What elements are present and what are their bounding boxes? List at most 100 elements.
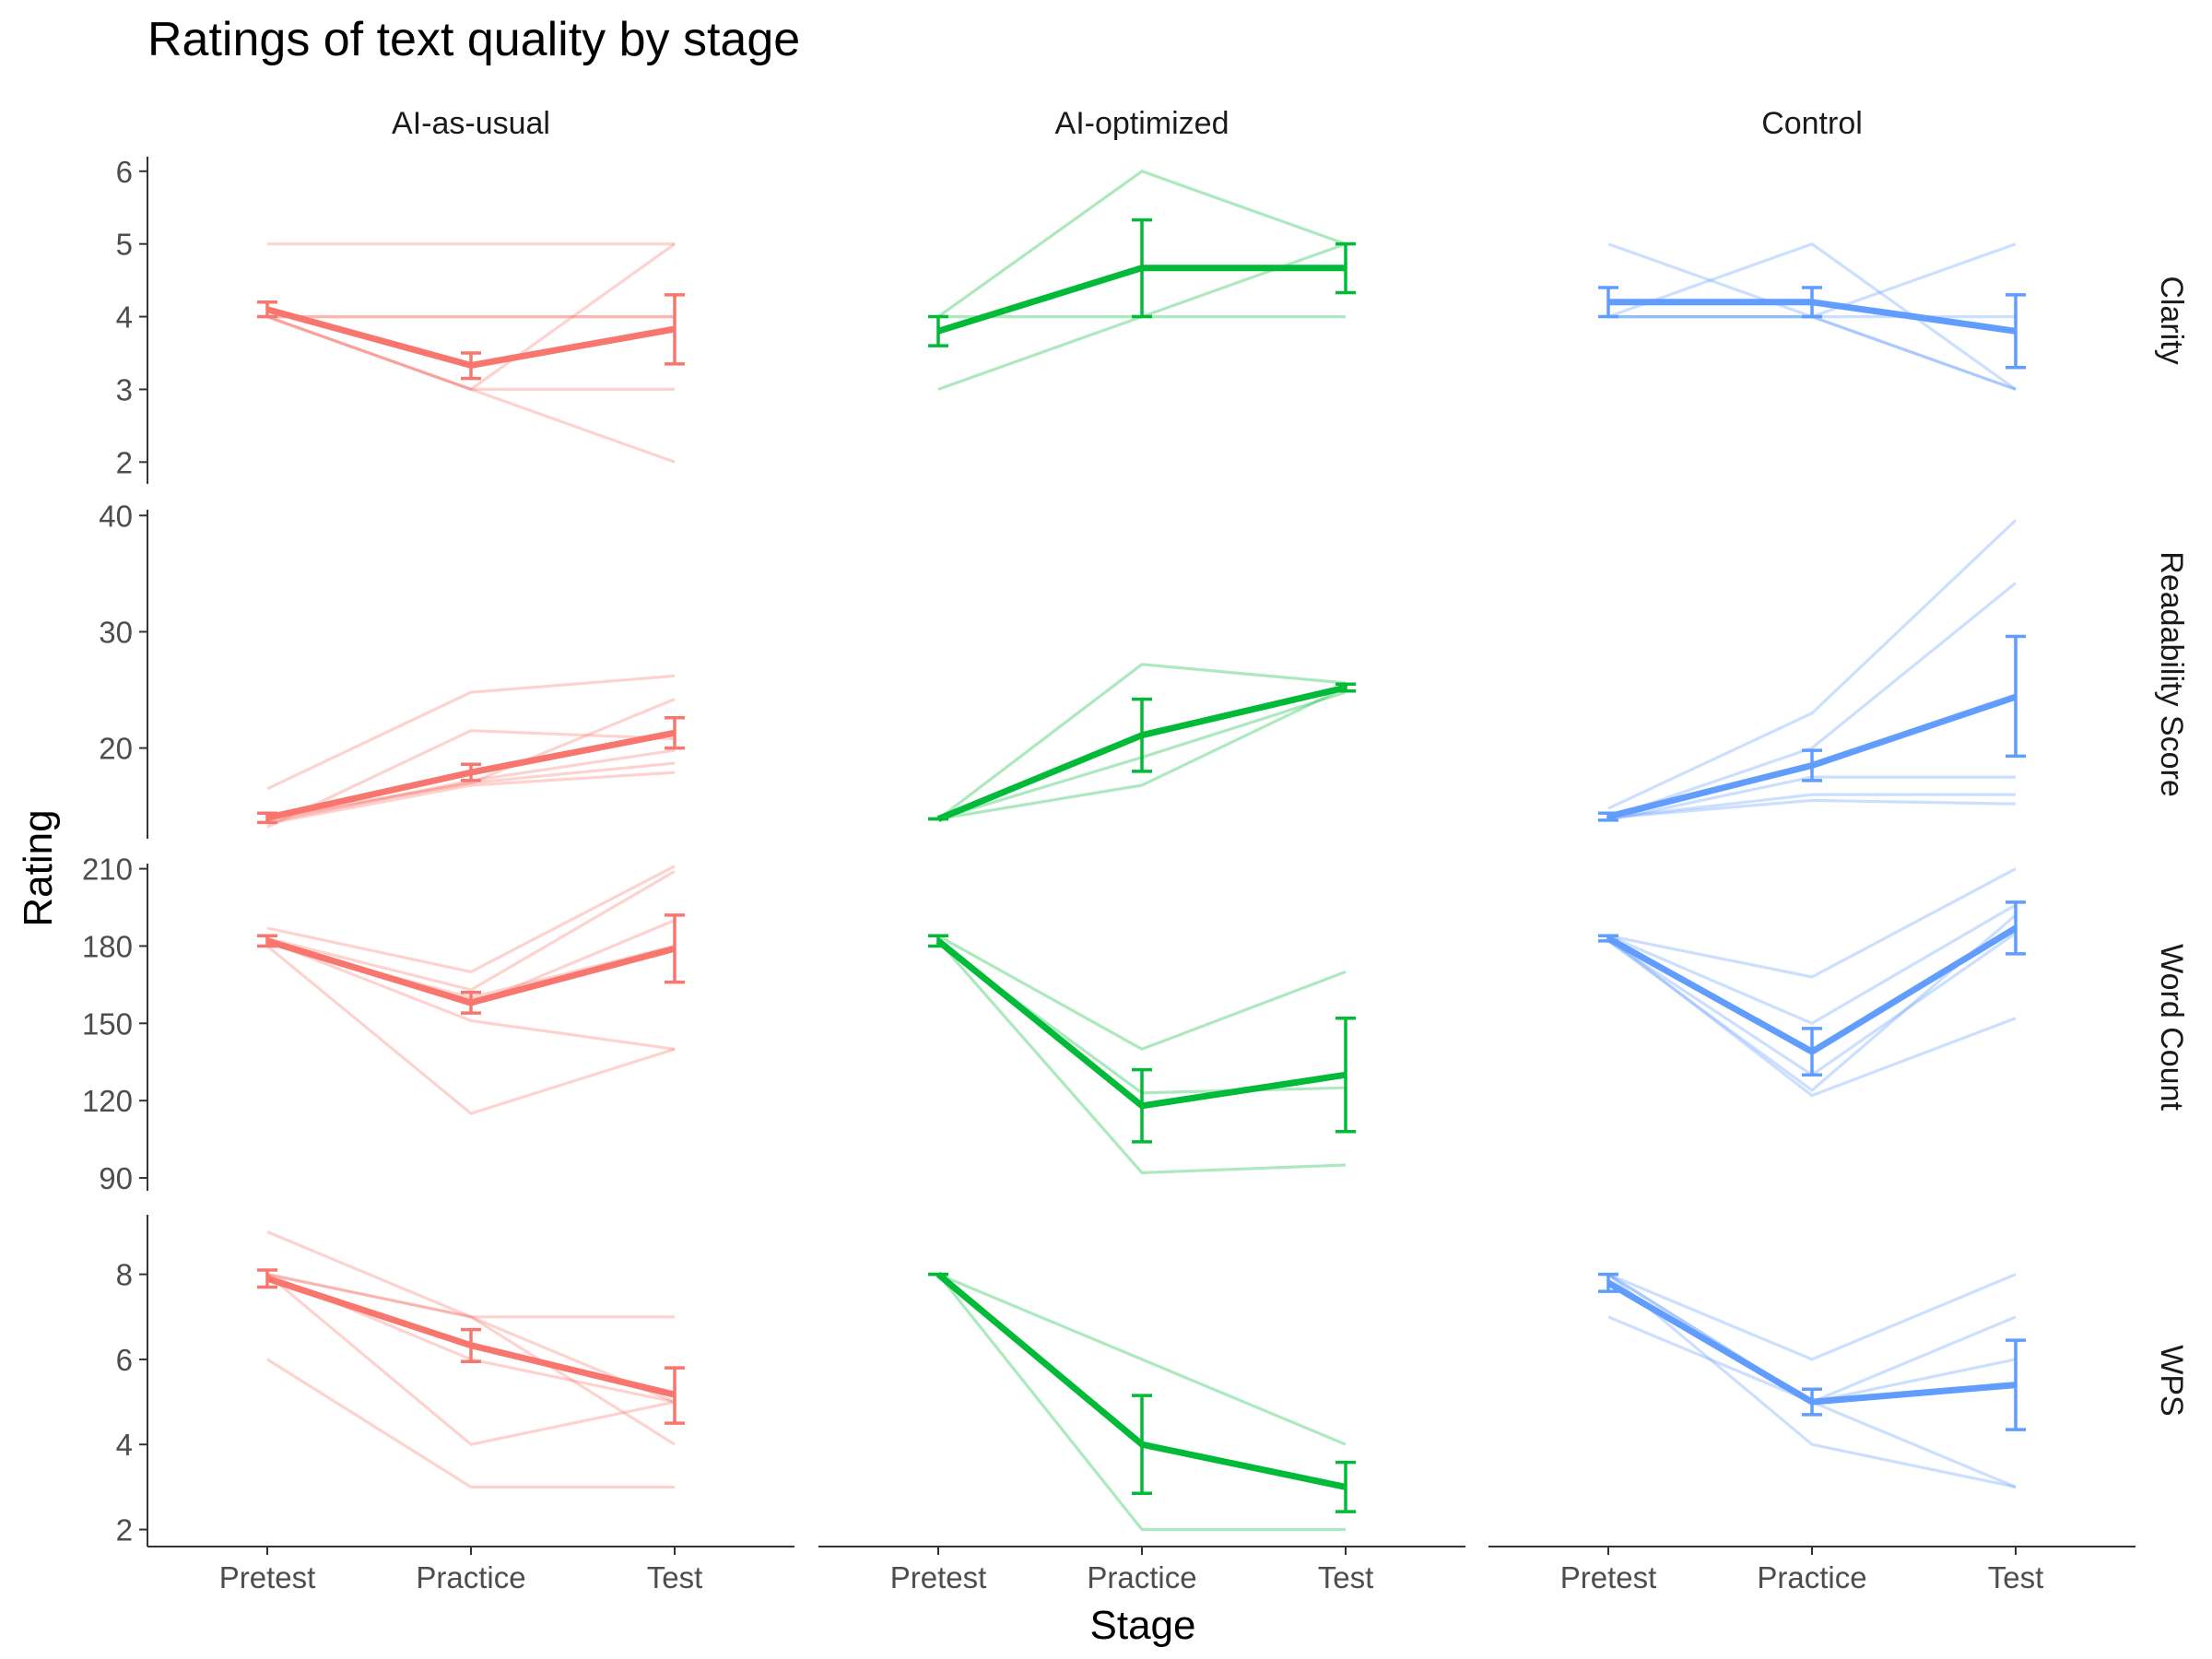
y-axis-title: Rating [16, 809, 61, 926]
error-bar [1802, 286, 1822, 319]
y-tick-label: 6 [116, 1343, 133, 1377]
error-bar [461, 762, 481, 782]
individual-line [937, 170, 1347, 318]
y-tick-label: 6 [116, 155, 133, 189]
error-bar [1335, 241, 1356, 295]
error-bar [665, 293, 685, 366]
error-bar [1132, 1067, 1152, 1144]
x-tick-label: Practice [1087, 1560, 1196, 1594]
x-tick-label: Pretest [219, 1560, 316, 1594]
individual-line [1607, 582, 2018, 819]
individual-line [266, 1230, 675, 1319]
error-bar [928, 934, 948, 948]
individual-line [266, 729, 676, 829]
individual-line [1607, 242, 2017, 391]
strip-label-word-count: Word Count [2154, 944, 2189, 1111]
error-bar [257, 934, 277, 948]
panel-control-wps [1598, 1272, 2026, 1488]
error-bar [461, 351, 481, 381]
panel-control-clarity [1598, 242, 2026, 391]
individual-line [266, 1273, 676, 1404]
x-tick-label: Test [1988, 1560, 2044, 1594]
y-axis-clarity: 2 3 4 5 6 [116, 155, 148, 484]
panel-ai-as-usual-word-count [257, 865, 685, 1115]
x-axis-title: Stage [1090, 1603, 1196, 1648]
panel-ai-as-usual-readability-score [257, 674, 685, 829]
error-bar [665, 913, 685, 984]
x-tick-label: Test [647, 1560, 703, 1594]
error-bar [461, 1327, 481, 1363]
y-tick-label: 180 [82, 929, 133, 963]
y-axis-word-count: 90 120 150 180 210 [82, 853, 148, 1195]
error-bar [1598, 811, 1618, 822]
x-tick-label: Practice [1757, 1560, 1866, 1594]
strip-label-control: Control [1761, 106, 1863, 141]
y-tick-label: 90 [99, 1161, 133, 1195]
individual-line [1607, 903, 2017, 1025]
y-tick-label: 2 [116, 1513, 133, 1547]
x-tick-label: Practice [416, 1560, 525, 1594]
y-tick-label: 120 [82, 1084, 133, 1118]
panels: AI-as-usual AI-optimized Control Clarity Rea… [82, 106, 2189, 1594]
error-bar [257, 811, 277, 825]
y-tick-label: 2 [116, 445, 133, 479]
y-tick-label: 20 [99, 732, 133, 766]
individual-line [1607, 913, 2018, 1092]
individual-line [937, 663, 1347, 820]
error-bar [1598, 1272, 1618, 1293]
individual-line [1607, 867, 2017, 979]
individual-line [266, 1273, 676, 1446]
individual-line [266, 242, 676, 391]
error-bar [461, 991, 481, 1015]
error-bar [928, 314, 948, 347]
individual-line [266, 939, 676, 1051]
error-bar [1802, 748, 1822, 782]
error-bar [1335, 1460, 1356, 1513]
y-axis-readability-score: 20 30 40 [99, 499, 148, 839]
y-axis-wps: 2 4 6 8 [116, 1215, 148, 1547]
strip-label-ai-optimized: AI-optimized [1055, 106, 1230, 141]
error-bar [257, 1268, 277, 1289]
individual-line [937, 686, 1347, 821]
x-axis-ai-as-usual: Pretest Practice Test [147, 1546, 794, 1594]
x-axis-ai-optimized: Pretest Practice Test [818, 1546, 1465, 1594]
y-tick-label: 150 [82, 1006, 133, 1041]
individual-line [266, 674, 676, 791]
panel-ai-optimized-word-count [928, 934, 1356, 1175]
strip-label-ai-as-usual: AI-as-usual [392, 106, 550, 141]
error-bar [1132, 1394, 1152, 1496]
error-bar [1132, 218, 1152, 319]
error-bar [1802, 1387, 1822, 1417]
x-tick-label: Pretest [1560, 1560, 1657, 1594]
error-bar [2006, 900, 2026, 956]
y-tick-label: 4 [116, 1428, 133, 1462]
strip-label-readability-score: Readability Score [2154, 551, 2189, 796]
panel-ai-optimized-wps [928, 1271, 1356, 1532]
individual-line [266, 315, 675, 391]
individual-line [266, 1358, 675, 1489]
error-bar [2006, 1338, 2026, 1431]
panel-ai-optimized-clarity [928, 170, 1356, 391]
strip-label-wps: WPS [2154, 1345, 2189, 1416]
individual-line [266, 865, 676, 974]
x-tick-label: Test [1318, 1560, 1374, 1594]
x-tick-label: Pretest [890, 1560, 987, 1594]
error-bar [2006, 293, 2026, 370]
y-tick-label: 4 [116, 300, 133, 335]
error-bar [1335, 682, 1356, 693]
individual-line [1606, 1273, 2017, 1488]
individual-line [1607, 798, 2017, 819]
panel-ai-as-usual-wps [257, 1230, 685, 1489]
panel-control-word-count [1598, 867, 2026, 1098]
individual-line [266, 698, 676, 819]
error-bar [665, 716, 685, 750]
error-bar [1802, 1027, 1822, 1077]
individual-line [936, 1273, 1346, 1532]
strip-label-clarity: Clarity [2154, 276, 2189, 364]
error-bar [1132, 697, 1152, 773]
individual-line [265, 945, 676, 1115]
individual-line [1607, 519, 2018, 810]
individual-line [266, 870, 676, 992]
panel-control-readability-score [1598, 519, 2026, 822]
